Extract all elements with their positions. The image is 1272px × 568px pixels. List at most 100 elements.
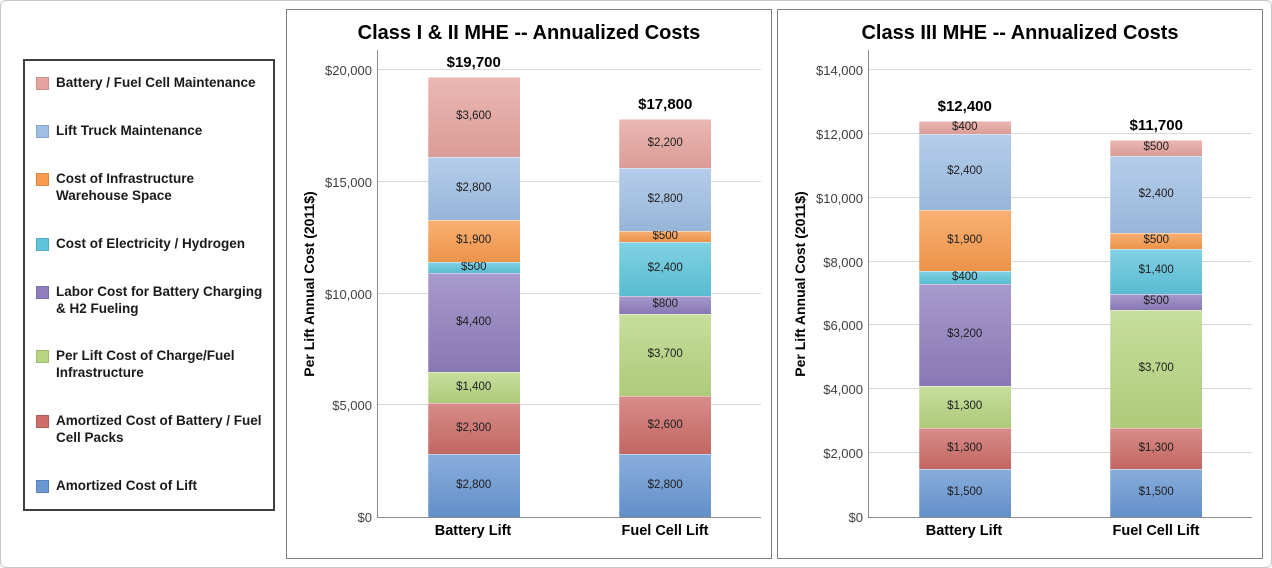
segment-value-label: $500 xyxy=(1143,294,1170,307)
y-axis-title: Per Lift Annual Cost (2011$) xyxy=(788,50,812,518)
segment-value-label: $3,200 xyxy=(947,328,983,341)
bar-segment: $1,900 xyxy=(918,210,1011,272)
segment-value-label: $800 xyxy=(652,297,679,310)
segment-value-label: $2,400 xyxy=(947,165,983,178)
legend-label: Battery / Fuel Cell Maintenance xyxy=(56,75,256,90)
bar-segment: $1,400 xyxy=(1110,248,1203,294)
legend-swatch-icon xyxy=(36,350,49,364)
y-axis-ticks: $0 $5,000 $10,000 $15,000 $20,000 xyxy=(321,50,377,525)
chart-title: Class I & II MHE -- Annualized Costs xyxy=(357,22,701,44)
bar-segment: $500 xyxy=(619,229,712,243)
y-tick-label: $15,000 xyxy=(325,174,372,190)
x-axis-labels: Battery Lift Fuel Cell Lift xyxy=(377,518,761,539)
legend-column: Battery / Fuel Cell Maintenance Lift Truc… xyxy=(9,9,281,559)
segment-value-label: $2,800 xyxy=(456,181,492,194)
bar-segment: $2,800 xyxy=(427,454,520,517)
bar-segment: $3,700 xyxy=(619,313,712,397)
chart-body: Per Lift Annual Cost (2011$) $0 $5,000 $10… xyxy=(297,50,761,525)
gridline xyxy=(378,292,761,294)
bar-segment: $2,800 xyxy=(619,454,712,517)
y-tick-label: $10,000 xyxy=(816,190,863,206)
gridline xyxy=(869,132,1252,134)
x-axis-category-label: Battery Lift xyxy=(925,523,1003,539)
segment-value-label: $1,300 xyxy=(1138,441,1174,454)
bar-segment: $2,300 xyxy=(427,403,520,455)
bar-segment: $1,300 xyxy=(918,427,1011,470)
segment-value-label: $1,500 xyxy=(1138,486,1174,499)
bar-segment: $400 xyxy=(918,120,1011,134)
segment-value-label: $3,600 xyxy=(456,110,492,123)
legend: Battery / Fuel Cell Maintenance Lift Truc… xyxy=(23,59,275,511)
segment-value-label: $500 xyxy=(652,229,679,242)
bar-segment: $2,400 xyxy=(918,133,1011,211)
x-axis-category-label: Fuel Cell Lift xyxy=(621,523,709,539)
chart-body: Per Lift Annual Cost (2011$) $0 $2,000 $4,… xyxy=(788,50,1252,525)
segment-value-label: $500 xyxy=(1143,141,1170,154)
y-tick-label: $6,000 xyxy=(823,318,863,334)
bar-segment: $2,400 xyxy=(619,242,712,296)
plot-area: $2,800 $2,300 $1,400 $4,400 $500 $1,900 $2,800… xyxy=(377,50,761,518)
y-axis-title-text: Per Lift Annual Cost (2011$) xyxy=(792,191,808,377)
chart-title: Class III MHE -- Annualized Costs xyxy=(861,22,1179,44)
gridline xyxy=(869,260,1252,262)
segment-value-label: $2,800 xyxy=(647,192,683,205)
gridline xyxy=(869,452,1252,454)
x-axis-labels: Battery Lift Fuel Cell Lift xyxy=(868,518,1252,539)
y-tick-label: $20,000 xyxy=(325,63,372,78)
gridline xyxy=(869,388,1252,390)
legend-item: Battery / Fuel Cell Maintenance xyxy=(36,75,265,92)
y-axis-title-text: Per Lift Annual Cost (2011$) xyxy=(301,191,317,377)
bar-segment: $500 xyxy=(427,262,520,274)
bar-total-label: $12,400 xyxy=(937,98,992,116)
legend-swatch-icon xyxy=(36,237,49,251)
bar-stack: $2,800 $2,300 $1,400 $4,400 $500 $1,900 $2,800… xyxy=(427,76,520,517)
legend-item: Cost of Electricity / Hydrogen xyxy=(36,236,265,253)
gridline xyxy=(869,69,1252,70)
legend-item: Per Lift Cost of Charge/Fuel Infrastruct… xyxy=(36,348,265,382)
legend-swatch-icon xyxy=(36,124,49,138)
legend-label: Cost of Electricity / Hydrogen xyxy=(56,235,246,251)
legend-label: Cost of Infrastructure Warehouse Space xyxy=(56,170,195,203)
y-tick-label: $0 xyxy=(357,510,372,525)
segment-value-label: $3,700 xyxy=(1138,361,1174,374)
y-tick-label: $5,000 xyxy=(332,398,372,414)
chart-panel-class-3: Class III MHE -- Annualized Costs Per Li… xyxy=(777,9,1263,559)
bar-total-label: $11,700 xyxy=(1129,117,1183,135)
legend-item: Cost of Infrastructure Warehouse Space xyxy=(36,171,265,205)
gridline xyxy=(378,180,761,182)
bar-segment: $3,200 xyxy=(918,283,1011,387)
plot-area: $1,500 $1,300 $1,300 $3,200 $400 $1,900 $2,400… xyxy=(868,50,1252,518)
bar-total-label: $17,800 xyxy=(638,96,693,114)
bar-segment: $2,400 xyxy=(1110,156,1203,233)
segment-value-label: $400 xyxy=(951,270,978,283)
x-axis-category-label: Fuel Cell Lift xyxy=(1112,523,1200,539)
y-tick-label: $10,000 xyxy=(325,286,372,302)
x-axis-category-label: Battery Lift xyxy=(434,523,512,539)
bar-segment: $1,900 xyxy=(427,219,520,263)
bar-segment: $2,800 xyxy=(427,157,520,220)
gridline xyxy=(869,324,1252,326)
y-tick-label: $4,000 xyxy=(823,382,863,398)
bar-segment: $1,300 xyxy=(918,386,1011,428)
legend-label: Per Lift Cost of Charge/Fuel Infrastruct… xyxy=(56,348,235,381)
bar-segment: $1,400 xyxy=(427,371,520,404)
y-tick-label: $0 xyxy=(848,510,863,525)
segment-value-label: $2,400 xyxy=(1138,187,1174,200)
bar-segment: $2,200 xyxy=(619,119,712,169)
segment-value-label: $2,800 xyxy=(647,478,683,491)
y-tick-label: $8,000 xyxy=(823,254,863,270)
legend-item: Labor Cost for Battery Charging & H2 Fue… xyxy=(36,284,265,318)
segment-value-label: $4,400 xyxy=(456,315,492,328)
y-tick-label: $14,000 xyxy=(816,63,863,78)
segment-value-label: $1,900 xyxy=(456,234,492,247)
bar-segment: $1,500 xyxy=(1110,469,1203,517)
segment-value-label: $400 xyxy=(951,120,978,133)
bar-segment: $800 xyxy=(619,295,712,314)
legend-item: Amortized Cost of Lift xyxy=(36,478,265,495)
bar-segment: $1,300 xyxy=(1110,427,1203,470)
bar-segment: $400 xyxy=(918,270,1011,284)
legend-item: Amortized Cost of Battery / Fuel Cell Pa… xyxy=(36,413,265,447)
bar-segment: $500 xyxy=(1110,293,1203,310)
y-tick-label: $12,000 xyxy=(816,126,863,142)
bar-stack: $1,500 $1,300 $3,700 $500 $1,400 $500 $2,400 $5… xyxy=(1110,140,1203,517)
